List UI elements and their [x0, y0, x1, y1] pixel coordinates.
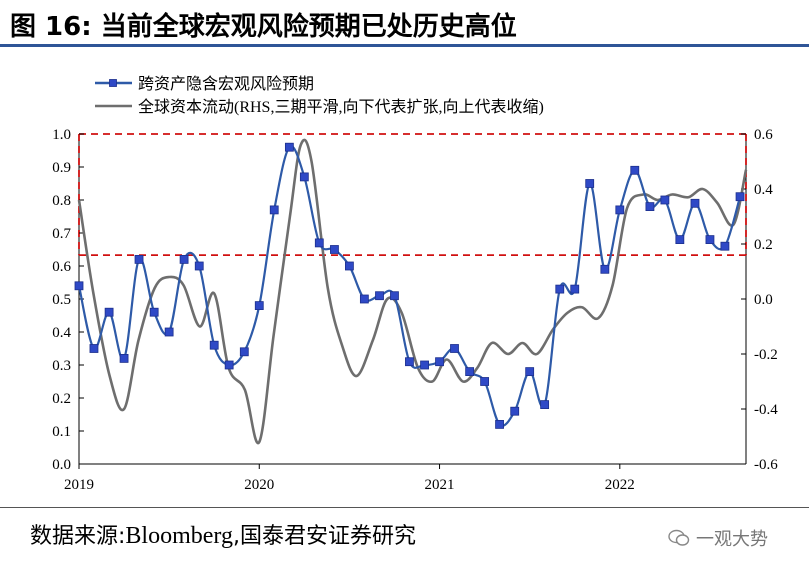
data-point [480, 377, 490, 386]
source-suffix: ,国泰君安证券研究 [232, 524, 416, 549]
data-point [555, 284, 565, 294]
x-tick-labels: 2019 2020 2021 2022 [64, 464, 635, 493]
left-tick-label: 0.9 [52, 160, 71, 176]
data-point [314, 238, 324, 248]
data-point [720, 241, 730, 251]
data-point [435, 357, 444, 367]
x-tick-label: 2022 [605, 477, 635, 493]
data-point [570, 284, 580, 294]
data-point [375, 291, 384, 301]
data-point [585, 179, 595, 188]
data-point [134, 254, 144, 264]
legend: 跨资产隐含宏观风险预期 全球资本流动(RHS,三期平滑,向下代表扩张,向上代表收… [95, 75, 544, 116]
data-point [269, 205, 279, 215]
source-rule [0, 507, 809, 508]
right-tick-label: -0.4 [754, 402, 778, 418]
left-tick-label: 0.8 [52, 193, 71, 209]
left-tick-label: 0.4 [52, 325, 71, 341]
threshold-lines [78, 133, 747, 257]
source-name: Bloomberg [125, 523, 233, 549]
figure-title: 图 16: 当前全球宏观风险预期已处历史高位 [10, 6, 517, 43]
legend-label-flow: 全球资本流动(RHS,三期平滑,向下代表扩张,向上代表收缩) [138, 98, 544, 116]
data-point [540, 400, 550, 410]
x-tick-label: 2019 [64, 477, 94, 493]
data-point [405, 357, 414, 367]
left-tick-label: 0.0 [52, 457, 71, 473]
data-point [525, 367, 535, 377]
data-point [510, 406, 520, 416]
legend-marker-risk [109, 79, 117, 87]
right-tick-label: 0.2 [754, 237, 773, 253]
data-point [465, 367, 475, 377]
data-point [299, 172, 309, 182]
data-point [345, 261, 354, 271]
right-tick-label: 0.0 [754, 292, 773, 308]
x-tick-label: 2020 [244, 477, 274, 493]
title-rule [0, 44, 809, 47]
data-point [74, 281, 84, 291]
series-risk-expectation-line [77, 145, 742, 427]
data-point [359, 294, 369, 304]
data-point [420, 360, 429, 370]
data-point [119, 353, 129, 363]
series-risk-expectation [74, 142, 745, 429]
data-point [450, 344, 459, 353]
right-tick-label: 0.4 [754, 182, 773, 198]
data-point [675, 235, 685, 245]
data-point [89, 344, 99, 353]
left-tick-label: 0.2 [52, 391, 71, 407]
data-point [660, 195, 670, 205]
watermark-text: 一观大势 [696, 529, 768, 550]
data-point [735, 192, 745, 202]
right-tick-label: -0.2 [754, 347, 778, 363]
data-point [284, 142, 294, 152]
left-tick-label: 0.3 [52, 358, 71, 374]
chart-frame [78, 134, 747, 465]
data-point [600, 264, 610, 274]
right-tick-labels: -0.6 -0.4 -0.2 0.0 0.2 0.4 0.6 [741, 127, 778, 473]
data-point [149, 307, 159, 317]
left-tick-label: 0.1 [52, 424, 71, 440]
data-point [224, 360, 234, 370]
left-tick-label: 0.7 [52, 226, 71, 242]
data-point [164, 327, 174, 337]
data-point [254, 301, 264, 311]
data-point [330, 245, 339, 254]
figure-title-text: 当前全球宏观风险预期已处历史高位 [100, 12, 517, 42]
chart: 0.00.10.20.30.40.50.60.70.80.91.0 -0.6-0… [52, 75, 778, 493]
source-prefix: 数据来源: [30, 524, 126, 549]
left-tick-label: 0.5 [52, 292, 71, 308]
wechat-icon [668, 529, 690, 546]
data-point [645, 202, 655, 212]
source-note: 数据来源:Bloomberg,国泰君安证券研究 [30, 518, 416, 550]
legend-label-risk: 跨资产隐含宏观风险预期 [138, 75, 314, 93]
data-point [705, 235, 715, 245]
x-tick-label: 2021 [425, 477, 455, 493]
left-tick-label: 1.0 [52, 127, 71, 143]
data-point [615, 205, 625, 215]
series-capital-flow-line [77, 138, 748, 445]
right-tick-label: 0.6 [754, 127, 773, 143]
data-point [495, 419, 504, 429]
series-capital-flow [77, 138, 748, 445]
data-point [179, 254, 189, 264]
right-tick-label: -0.6 [754, 457, 778, 473]
data-point [690, 198, 700, 208]
data-point [390, 291, 399, 301]
left-tick-labels: 0.0 0.1 0.2 0.3 0.4 0.5 0.6 0.7 0.8 0.9 1.0 [52, 127, 84, 473]
data-point [104, 307, 114, 317]
left-tick-label: 0.6 [52, 259, 71, 275]
data-point [239, 347, 249, 357]
data-point [209, 340, 219, 350]
data-point [194, 261, 204, 271]
figure-label: 图 16: [10, 12, 92, 42]
watermark: 一观大势 [668, 525, 768, 551]
data-point [630, 165, 640, 175]
